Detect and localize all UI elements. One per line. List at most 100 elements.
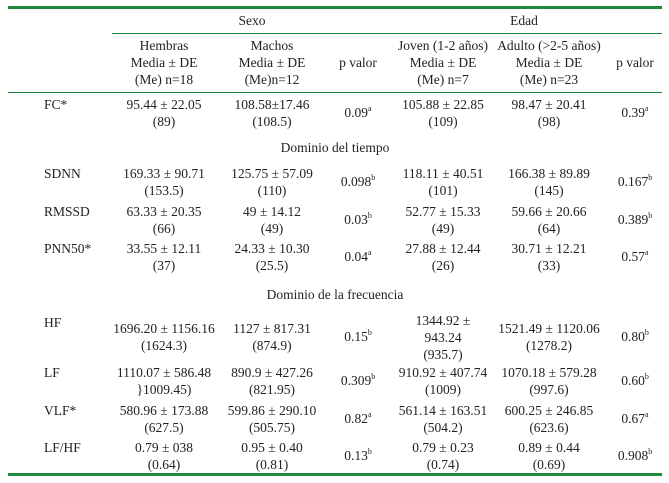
cell-pnn50-hem: 33.55 ± 12.11 [126, 241, 202, 256]
cell-fc-adu: (98) [537, 114, 561, 129]
cell-vlf-adu: 600.25 ± 246.85 [504, 403, 594, 418]
cell-lfhf-mac: (0.81) [255, 457, 289, 472]
cell-lfhf-hem: (0.64) [147, 457, 181, 472]
cell-hf-jov: (935.7) [423, 347, 463, 362]
cell-fc-mac: (108.5) [252, 114, 292, 129]
header-bottom-rule [8, 92, 662, 93]
cell-pnn50-jov: (26) [431, 258, 455, 273]
cell-vlf-jov: 561.14 ± 163.51 [398, 403, 488, 418]
cell-pnn50-jov: 27.88 ± 12.44 [405, 241, 481, 256]
cell-vlf-mac: 599.86 ± 290.10 [227, 403, 317, 418]
section-heading-tiempo: Dominio del tiempo [280, 140, 390, 155]
cell-hf-jov: 943.24 [424, 330, 462, 345]
cell-sdnn-adu: 166.38 ± 89.89 [508, 166, 590, 181]
cell-rmssd-adu: (64) [537, 221, 561, 236]
header-group-rule-edad [386, 33, 662, 34]
section-heading-frecuencia: Dominio de la frecuencia [266, 287, 404, 302]
cell-hf-mac: 1127 ± 817.31 [233, 321, 311, 336]
cell-rmssd-adu: 59.66 ± 20.66 [511, 204, 587, 219]
cell-rmssd-mac: (49) [260, 221, 284, 236]
cell-rmssd-jov: (49) [431, 221, 455, 236]
pvalue-sexo-hf: 0.15b [344, 327, 372, 344]
row-label-lfhf: LF/HF [44, 440, 81, 455]
cell-sdnn-jov: 118.11 ± 40.51 [402, 166, 484, 181]
cell-rmssd-hem: (66) [152, 221, 176, 236]
cell-pnn50-hem: (37) [152, 258, 176, 273]
cell-lfhf-jov: (0.74) [426, 457, 460, 472]
bottom-rule [8, 473, 662, 476]
cell-lfhf-jov: 0.79 ± 0.23 [412, 440, 474, 455]
cell-lf-jov: 910.92 ± 407.74 [398, 365, 488, 380]
cell-vlf-adu: (623.6) [529, 420, 569, 435]
cell-pnn50-adu: 30.71 ± 12.21 [511, 241, 587, 256]
top-rule [8, 6, 662, 9]
pvalue-edad-vlf: 0.67a [621, 409, 649, 426]
pvalue-edad-rmssd: 0.389b [617, 210, 653, 227]
cell-hf-jov: 1344.92 ± [415, 313, 471, 328]
cell-fc-jov: (109) [428, 114, 458, 129]
pvalue-edad-sdnn: 0.167b [617, 172, 653, 189]
cell-lf-adu: 1070.18 ± 579.28 [501, 365, 597, 380]
cell-sdnn-mac: (110) [257, 183, 287, 198]
row-label-pnn50: PNN50* [44, 241, 92, 256]
group-header-sexo: Sexo [238, 13, 266, 28]
pvalue-edad-lfhf: 0.908b [617, 446, 653, 463]
cell-rmssd-hem: 63.33 ± 20.35 [126, 204, 202, 219]
cell-rmssd-mac: 49 ± 14.12 [242, 204, 302, 219]
cell-lf-mac: 890.9 ± 427.26 [231, 365, 313, 380]
pvalue-edad-fc: 0.39a [621, 103, 649, 120]
cell-sdnn-jov: (101) [428, 183, 458, 198]
cell-vlf-hem: 580.96 ± 173.88 [119, 403, 209, 418]
row-label-lf: LF [44, 365, 60, 380]
column-header-pvalor-sexo: p valor [339, 55, 377, 70]
group-header-edad: Edad [510, 13, 538, 28]
cell-fc-adu: 98.47 ± 20.41 [511, 97, 587, 112]
cell-rmssd-jov: 52.77 ± 15.33 [405, 204, 481, 219]
cell-vlf-mac: (505.75) [248, 420, 296, 435]
pvalue-sexo-lf: 0.309b [340, 371, 376, 388]
cell-lf-jov: (1009) [425, 382, 461, 397]
cell-sdnn-hem: (153.5) [144, 183, 184, 198]
cell-pnn50-mac: 24.33 ± 10.30 [234, 241, 310, 256]
cell-sdnn-hem: 169.33 ± 90.71 [123, 166, 205, 181]
pvalue-sexo-vlf: 0.82a [344, 409, 372, 426]
cell-pnn50-adu: (33) [537, 258, 561, 273]
cell-lfhf-adu: 0.89 ± 0.44 [518, 440, 580, 455]
pvalue-sexo-fc: 0.09a [344, 103, 372, 120]
cell-vlf-jov: (504.2) [423, 420, 463, 435]
cell-lfhf-hem: 0.79 ± 038 [134, 440, 194, 455]
row-label-rmssd: RMSSD [44, 204, 90, 219]
row-label-hf: HF [44, 315, 62, 330]
pvalue-sexo-sdnn: 0.098b [340, 172, 376, 189]
row-label-sdnn: SDNN [44, 166, 81, 181]
cell-hf-mac: (874.9) [252, 338, 292, 353]
cell-sdnn-adu: (145) [534, 183, 564, 198]
row-label-vlf: VLF* [44, 403, 77, 418]
cell-fc-hem: 95.44 ± 22.05 [126, 97, 202, 112]
cell-lf-mac: (821.95) [248, 382, 296, 397]
cell-lfhf-mac: 0.95 ± 0.40 [241, 440, 303, 455]
pvalue-sexo-lfhf: 0.13b [344, 446, 372, 463]
cell-sdnn-mac: 125.75 ± 57.09 [231, 166, 313, 181]
cell-fc-mac: 108.58±17.46 [234, 97, 310, 112]
cell-hf-hem: (1624.3) [140, 338, 188, 353]
pvalue-edad-lf: 0.60b [621, 371, 649, 388]
cell-lf-hem: 1110.07 ± 586.48 [116, 365, 212, 380]
cell-lfhf-adu: (0.69) [532, 457, 566, 472]
cell-hf-hem: 1696.20 ± 1156.16 [113, 321, 215, 336]
cell-fc-jov: 105.88 ± 22.85 [402, 97, 484, 112]
pvalue-sexo-pnn50: 0.04a [344, 247, 372, 264]
pvalue-sexo-rmssd: 0.03b [344, 210, 372, 227]
header-group-rule-sexo [112, 33, 392, 34]
cell-lf-adu: (997.6) [529, 382, 569, 397]
cell-hf-adu: (1278.2) [525, 338, 573, 353]
pvalue-edad-pnn50: 0.57a [621, 247, 649, 264]
cell-vlf-hem: (627.5) [144, 420, 184, 435]
cell-hf-adu: 1521.49 ± 1120.06 [498, 321, 600, 336]
row-label-fc: FC* [44, 97, 68, 112]
pvalue-edad-hf: 0.80b [621, 327, 649, 344]
cell-pnn50-mac: (25.5) [255, 258, 289, 273]
cell-fc-hem: (89) [152, 114, 176, 129]
column-header-pvalor-edad: p valor [616, 55, 654, 70]
cell-lf-hem: }1009.45) [136, 382, 192, 397]
